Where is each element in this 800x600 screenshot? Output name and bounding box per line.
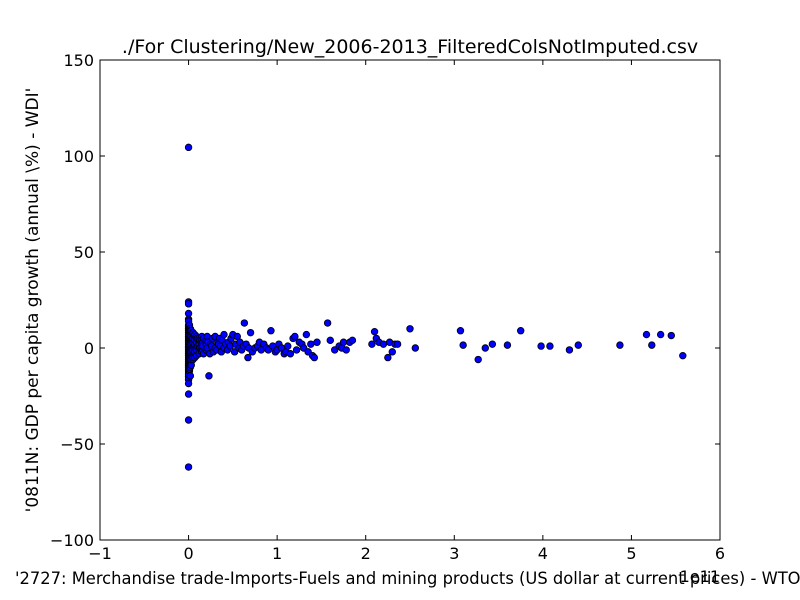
x-axis-label: '2727: Merchandise trade-Imports-Fuels a…	[15, 569, 800, 589]
scatter-point	[679, 351, 687, 360]
scatter-point	[481, 344, 489, 352]
scatter-point	[474, 355, 482, 364]
x-tick-label: 0	[183, 544, 193, 563]
x-tick-label: 1	[272, 544, 282, 563]
scatter-point	[503, 341, 512, 349]
plot-frame	[99, 59, 721, 541]
scatter-point	[291, 332, 299, 341]
scatter-point	[388, 348, 396, 356]
plot-area	[100, 60, 720, 540]
x-tick-label: 6	[715, 544, 725, 563]
scatter-point	[379, 340, 388, 348]
scatter-point	[456, 327, 465, 335]
data-points	[184, 143, 687, 471]
scatter-point	[184, 379, 193, 388]
scatter-point	[184, 300, 193, 308]
scatter-point	[667, 331, 675, 340]
y-tick-label: 100	[63, 147, 94, 166]
y-tick-label: 50	[74, 243, 94, 262]
scatter-point	[488, 340, 497, 348]
x-tick-label: −1	[88, 544, 112, 563]
x-tick-label: 5	[626, 544, 636, 563]
y-tick-label: −50	[60, 435, 94, 454]
scatter-point	[656, 330, 665, 339]
scatter-point	[184, 463, 193, 471]
scatter-point	[326, 336, 334, 345]
scatter-point	[339, 338, 348, 346]
x-tick-label: 4	[538, 544, 548, 563]
scatter-point	[370, 327, 379, 336]
scatter-point	[286, 350, 295, 358]
scatter-point	[240, 319, 249, 327]
scatter-point	[546, 342, 554, 350]
scatter-point	[220, 330, 228, 339]
x-tick-label: 3	[449, 544, 459, 563]
scatter-point	[616, 341, 624, 349]
scatter-point	[565, 346, 574, 354]
scatter-point	[642, 330, 651, 339]
scatter-point	[310, 353, 319, 362]
y-tick-label: −100	[50, 531, 94, 550]
scatter-point	[246, 328, 255, 337]
scatter-point	[186, 372, 195, 380]
scatter-point	[574, 341, 582, 349]
scatter-point	[517, 327, 525, 335]
scatter-point	[284, 342, 292, 350]
scatter-point	[292, 346, 301, 354]
scatter-point	[184, 143, 193, 152]
scatter-point	[184, 390, 193, 398]
scatter-point	[244, 353, 252, 362]
scatter-point	[393, 340, 402, 348]
y-tick-label: 0	[84, 339, 94, 358]
scatter-point	[267, 327, 275, 335]
scatter-point	[307, 340, 315, 348]
scatter-point	[648, 341, 656, 349]
x-offset-label: 1e11	[680, 567, 720, 586]
scatter-point	[302, 330, 311, 339]
scatter-point	[411, 344, 420, 352]
scatter-point	[537, 342, 545, 350]
scatter-point	[342, 346, 350, 354]
scatter-point	[384, 353, 392, 362]
scatter-point	[459, 341, 467, 349]
axis-ticks: −1 0 1 2 3 4 5 6 −100 −50 0 50 100 150	[50, 51, 725, 563]
scatter-point	[323, 319, 332, 327]
x-tick-label: 2	[361, 544, 371, 563]
chart-title: ./For Clustering/New_2006-2013_FilteredC…	[122, 36, 698, 58]
y-axis-label: '0811N: GDP per capita growth (annual \%…	[23, 88, 43, 513]
scatter-point	[348, 336, 357, 345]
scatter-point	[184, 416, 193, 424]
scatter-point	[205, 372, 213, 380]
y-tick-label: 150	[63, 51, 94, 70]
scatter-point	[406, 325, 414, 333]
scatter-point	[368, 340, 376, 348]
scatter-point	[313, 338, 321, 346]
